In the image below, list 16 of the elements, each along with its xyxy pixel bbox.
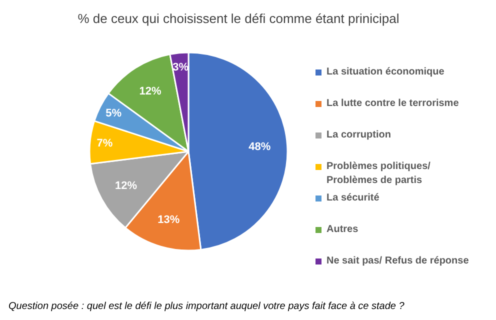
legend-label: Problèmes politiques/ Problèmes de partis: [326, 161, 431, 186]
data-label: 7%: [96, 138, 113, 150]
data-label: 12%: [115, 180, 138, 192]
legend-label: Autres: [326, 224, 359, 235]
legend-label: La lutte contre le terrorisme: [326, 98, 460, 109]
data-label: 3%: [172, 62, 189, 74]
data-label: 13%: [158, 214, 180, 226]
data-label: 5%: [106, 107, 122, 120]
chart-title: % de ceux qui choisissent le défi comme étant prinicipal: [78, 11, 400, 26]
text: Question posée : quel est le défi le plus important auquel votre pays fait face à ce stade ?: [8, 301, 405, 312]
data-label: 48%: [248, 141, 271, 154]
legend-label: Ne sait pas/ Refus de réponse: [326, 256, 470, 266]
data-label: 12%: [139, 85, 162, 98]
legend-label: La situation économique: [326, 66, 445, 78]
legend-label: La sécurité: [326, 192, 380, 204]
legend-label: La corruption: [326, 130, 391, 140]
